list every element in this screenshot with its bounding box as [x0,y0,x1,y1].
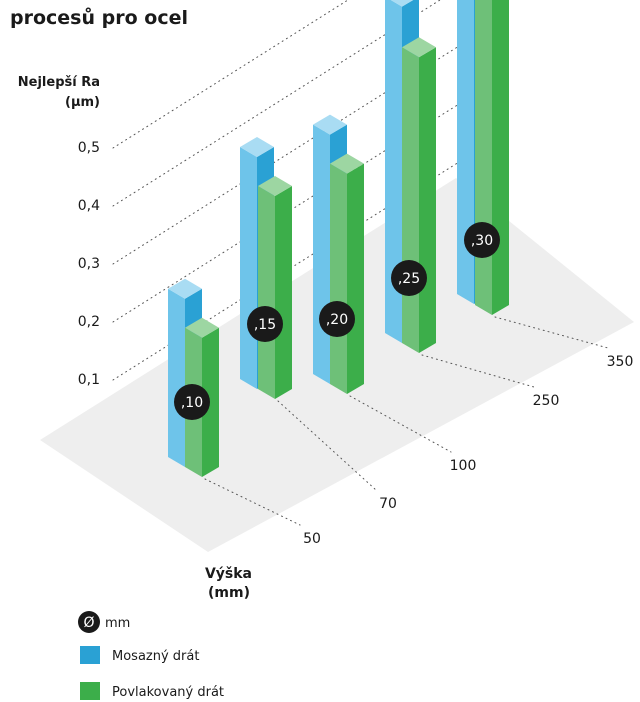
brass-bar-top [390,0,414,7]
coated-bar-top [258,176,292,196]
coated-bar-side [202,327,219,477]
brass-bar-top [240,137,274,157]
diameter-badge: ,30 [464,222,500,258]
coated-bar-top [330,153,364,174]
diameter-circle [464,222,500,258]
diameter-label: ,25 [398,271,420,287]
diameter-label: ,15 [254,317,276,333]
brass-bar-front [313,124,330,384]
diameter-unit: mm [105,616,130,631]
coated-bar [402,37,436,353]
diameter-badge: ,25 [391,260,427,296]
brass-bar-top [313,114,347,135]
coated-bar [330,153,364,394]
y-tick-label: 0,3 [78,256,100,272]
brass-bar-front [168,288,185,467]
x-leader-line [494,316,609,349]
x-axis-ticks: 50 70 100 250 350 [303,354,633,547]
x-tick-label: 100 [450,458,477,474]
x-axis-leaders [204,316,609,526]
x-axis-label-line1: Výška [205,566,252,582]
diameter-badge: ,15 [247,306,283,342]
y-tick-label: 0,2 [78,314,100,330]
coated-bar-front [475,0,492,315]
y-tick-label: 0,1 [78,372,100,388]
coated-swatch [80,682,100,700]
x-axis-label-line2: (mm) [208,585,250,601]
diameter-symbol: Ø [83,615,94,631]
legend-diameter: Ø mm [78,611,130,633]
bars: ,10 ,15 ,20 ,25 ,30 [168,0,509,477]
brass-legend-label: Mosazný drát [112,649,199,664]
diameter-badge: ,10 [174,384,210,420]
y-axis-label-line2: (µm) [65,95,100,110]
coated-bar [185,317,219,477]
coated-bar-side [275,186,292,399]
brass-swatch [80,646,100,664]
y-axis-label-line1: Nejlepší Ra [18,75,100,90]
diameter-label: ,10 [181,395,203,411]
legend: Ø mm Mosazný drát Povlakovaný drát [78,611,224,700]
coated-bar-side [347,163,364,394]
coated-bar-top [402,37,436,58]
coated-bar-front [402,47,419,353]
brass-bar-front [240,147,257,389]
diameter-badge: ,20 [319,301,355,337]
brass-bar-top [168,278,202,299]
coated-bar-top [185,317,219,338]
x-leader-line [349,395,452,453]
legend-coated: Povlakovaný drát [80,682,224,700]
x-tick-label: 70 [379,496,397,512]
x-tick-label: 350 [607,354,634,370]
diameter-circle [247,306,283,342]
diameter-label: ,20 [326,312,348,328]
x-tick-label: 250 [533,393,560,409]
coated-bar [475,0,509,315]
y-tick-label: 0,5 [78,140,100,156]
gridline [112,0,349,149]
y-axis-ticks: 0,1 0,2 0,3 0,4 0,5 [78,140,100,388]
gridline [112,38,471,265]
chart-title: procesů pro ocel [10,6,188,29]
diameter-circle [174,384,210,420]
y-tick-label: 0,4 [78,198,100,214]
coated-bar-side [419,47,436,353]
coated-bar [258,176,292,399]
diameter-label: ,30 [471,233,493,249]
coated-bar-side [492,0,509,315]
gridline [112,0,441,207]
x-leader-line [277,400,377,491]
brass-bar-front [385,0,402,343]
coated-legend-label: Povlakovaný drát [112,685,224,700]
x-tick-label: 50 [303,531,321,547]
legend-brass: Mosazný drát [80,646,199,664]
coated-bar-front [330,163,347,394]
coated-bar-front [258,186,275,399]
diameter-circle [391,260,427,296]
diameter-circle [319,301,355,337]
brass-bar-front [457,0,474,304]
diameter-icon [78,611,100,633]
